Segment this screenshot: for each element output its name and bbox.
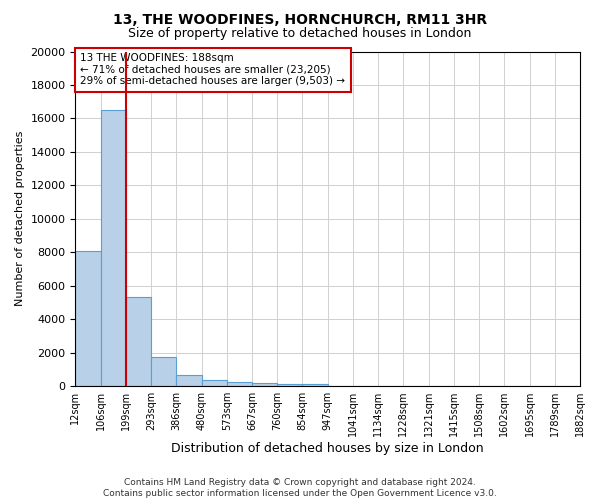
Text: 13 THE WOODFINES: 188sqm
← 71% of detached houses are smaller (23,205)
29% of se: 13 THE WOODFINES: 188sqm ← 71% of detach… [80,53,346,86]
Bar [76,250,101,386]
Bar [252,383,277,386]
Bar [202,380,227,386]
Bar [176,375,202,386]
Text: Contains HM Land Registry data © Crown copyright and database right 2024.
Contai: Contains HM Land Registry data © Crown c… [103,478,497,498]
Text: Size of property relative to detached houses in London: Size of property relative to detached ho… [128,28,472,40]
Y-axis label: Number of detached properties: Number of detached properties [15,131,25,306]
X-axis label: Distribution of detached houses by size in London: Distribution of detached houses by size … [172,442,484,455]
Bar [101,110,126,386]
Text: 13, THE WOODFINES, HORNCHURCH, RM11 3HR: 13, THE WOODFINES, HORNCHURCH, RM11 3HR [113,12,487,26]
Bar [126,298,151,386]
Bar [151,357,176,386]
Bar [277,384,302,386]
Bar [227,382,252,386]
Bar [302,384,328,386]
